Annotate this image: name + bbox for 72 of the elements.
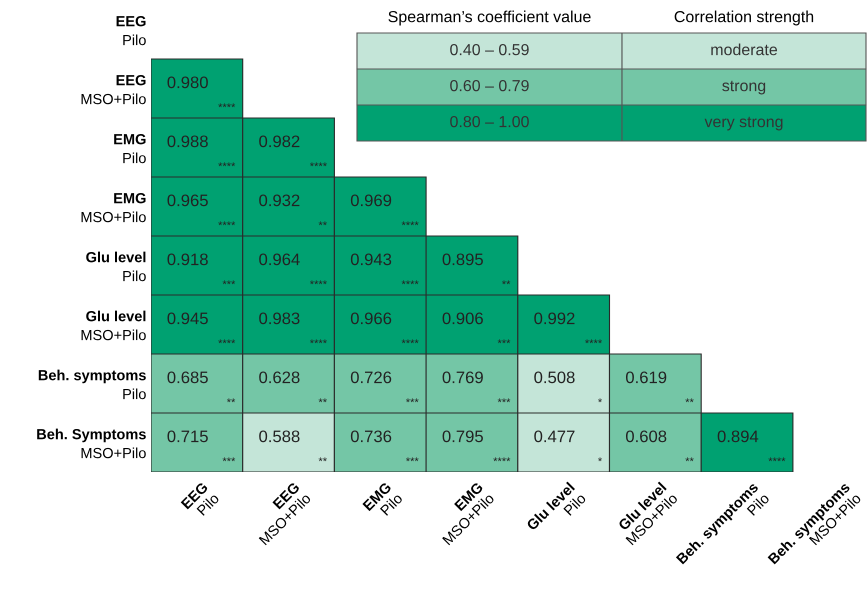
annotation: **** xyxy=(218,221,236,226)
data-label: 0.588 xyxy=(259,430,300,442)
data-label: 0.918 xyxy=(167,253,208,266)
data-label: 0.477 xyxy=(534,430,574,442)
data-label: 0.966 xyxy=(350,312,392,324)
data-label: 0.906 xyxy=(442,312,483,324)
y-tick-label: EEG MSO+Pilo xyxy=(82,75,146,104)
annotation: *** xyxy=(498,339,510,344)
annotation: moderate xyxy=(711,44,778,56)
annotation: *** xyxy=(222,457,236,462)
data-label: 0.988 xyxy=(167,135,208,148)
data-label: 0.969 xyxy=(350,194,392,206)
annotation: **** xyxy=(310,162,327,166)
data-label: 0.982 xyxy=(259,135,300,148)
y-tick-label: Beh. symptoms Pilo xyxy=(38,370,146,400)
data-label: 0.965 xyxy=(167,194,208,206)
data-label: 0.715 xyxy=(167,430,208,442)
annotation: * xyxy=(598,457,602,462)
annotation: **** xyxy=(310,280,327,284)
annotation: **** xyxy=(402,339,419,344)
annotation: ** xyxy=(685,398,694,402)
y-tick-label: Beh. Symptoms MSO+Pilo xyxy=(37,428,146,458)
legend-title: Correlation strength xyxy=(674,10,814,26)
data-label: 0.992 xyxy=(534,312,574,324)
data-label: 0.628 xyxy=(259,371,300,384)
data-label: 0.795 xyxy=(442,430,483,442)
annotation: **** xyxy=(585,339,602,344)
annotation: 0.60 – 0.79 xyxy=(450,80,529,92)
annotation: ** xyxy=(318,221,327,226)
data-label: 0.726 xyxy=(350,371,392,384)
annotation: 0.40 – 0.59 xyxy=(450,44,529,56)
annotation: **** xyxy=(218,103,236,108)
annotation: 0.80 – 1.00 xyxy=(450,116,529,128)
y-tick-label: EEG Pilo xyxy=(116,16,146,46)
data-label: 0.980 xyxy=(167,76,208,88)
annotation: **** xyxy=(402,221,419,226)
data-label: 0.685 xyxy=(167,371,208,384)
data-label: 0.895 xyxy=(442,253,483,266)
data-label: 0.983 xyxy=(259,312,300,324)
y-tick-label: Glu level MSO+Pilo xyxy=(82,310,146,340)
annotation: ** xyxy=(685,457,694,462)
annotation: **** xyxy=(402,280,419,284)
annotation: *** xyxy=(406,398,419,402)
data-label: 0.964 xyxy=(259,253,300,266)
data-label: 0.608 xyxy=(626,430,666,442)
data-label: 0.619 xyxy=(626,371,666,384)
annotation: ** xyxy=(318,398,327,402)
annotation: **** xyxy=(768,457,786,462)
data-label: 0.945 xyxy=(167,312,208,324)
annotation: *** xyxy=(406,457,419,462)
data-label: 0.769 xyxy=(442,371,483,384)
annotation: **** xyxy=(310,339,327,344)
annotation: ** xyxy=(226,398,236,402)
y-tick-label: EMG Pilo xyxy=(114,134,146,164)
annotation: ** xyxy=(318,457,327,462)
annotation: **** xyxy=(218,162,236,166)
data-label: 0.894 xyxy=(718,430,758,442)
data-label: 0.736 xyxy=(350,430,392,442)
data-label: 0.943 xyxy=(350,253,392,266)
annotation: *** xyxy=(222,280,236,284)
data-label: 0.508 xyxy=(534,371,575,384)
color-bar-title: Spearman’s coefficient value xyxy=(388,10,591,26)
data-label: 0.932 xyxy=(259,194,300,206)
annotation: very strong xyxy=(704,116,782,130)
annotation: **** xyxy=(218,339,236,344)
annotation: ** xyxy=(502,280,510,284)
annotation: * xyxy=(598,398,602,402)
annotation: strong xyxy=(722,80,766,94)
y-tick-label: Glu level Pilo xyxy=(86,252,146,282)
y-tick-label: EMG MSO+Pilo xyxy=(82,193,146,222)
annotation: **** xyxy=(493,457,510,462)
annotation: *** xyxy=(498,398,510,402)
